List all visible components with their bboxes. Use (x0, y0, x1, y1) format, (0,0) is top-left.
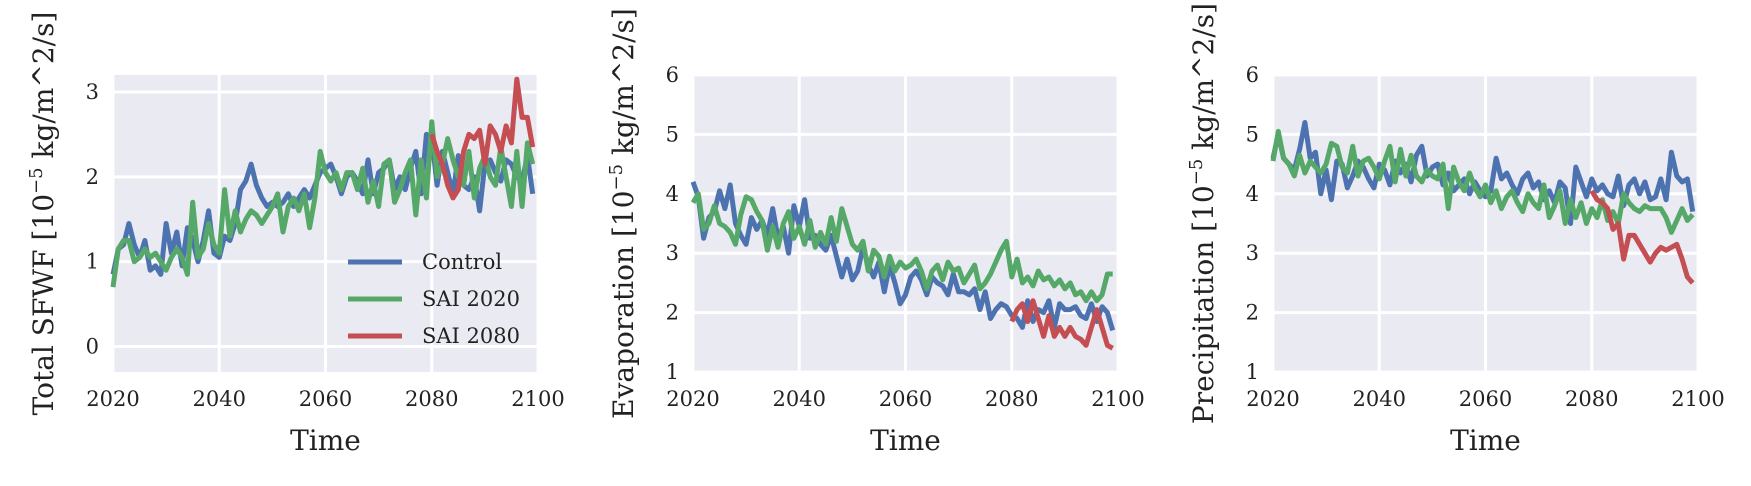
series-line-sai-2020 (110, 119, 536, 288)
series-line-sai-2020 (690, 191, 1113, 304)
legend-label: SAI 2020 (422, 287, 520, 311)
series-line-sai-2080 (429, 76, 536, 201)
y-tick-label: 4 (666, 182, 679, 206)
x-tick-label: 2040 (193, 387, 246, 411)
y-axis-label-suffix: kg/m^2/s] (27, 12, 60, 168)
series-line-sai-2080 (1589, 189, 1695, 285)
chart-panel-1: 2020 2040 2060 2080 2100 0 1 2 3 Time Total SFWF [… (26, 12, 565, 457)
y-axis-label-prefix: Total SFWF [10 (27, 194, 60, 415)
chart-panel-3: 2020 2040 2060 2080 2100 1 2 3 4 5 6 Time Precipitat… (1186, 3, 1725, 457)
series-line-sai-2080 (1009, 298, 1114, 351)
y-tick-label: 3 (666, 241, 679, 265)
legend-label: SAI 2080 (422, 324, 520, 348)
y-axis-label-exponent: −5 (1186, 159, 1207, 186)
y-tick-label: 2 (86, 165, 99, 189)
x-tick-label: 2060 (299, 387, 352, 411)
x-tick-label: 2020 (1246, 387, 1299, 411)
x-axis-label: Time (1450, 424, 1521, 457)
y-tick-label: 1 (86, 250, 99, 274)
y-tick-label: 6 (1246, 63, 1259, 87)
y-axis-label: Precipitation [10−5 kg/m^2/s] (1186, 3, 1220, 424)
y-tick-label: 4 (1246, 182, 1259, 206)
x-tick-label: 2020 (666, 387, 719, 411)
y-axis-label-prefix: Evaporation [10 (607, 190, 640, 418)
y-tick-label: 3 (1246, 241, 1259, 265)
y-tick-label: 0 (86, 335, 99, 359)
x-tick-label: 2100 (1671, 387, 1724, 411)
x-tick-label: 2040 (1353, 387, 1406, 411)
x-tick-label: 2100 (1091, 387, 1144, 411)
y-axis-label-exponent: −5 (26, 167, 47, 194)
x-tick-label: 2080 (1565, 387, 1618, 411)
x-tick-label: 2040 (773, 387, 826, 411)
y-axis-label: Total SFWF [10−5 kg/m^2/s] (26, 12, 60, 416)
y-axis-label-prefix: Precipitation [10 (1187, 185, 1220, 424)
y-tick-label: 5 (666, 122, 679, 146)
legend: Control SAI 2020 SAI 2080 (348, 250, 520, 348)
legend-label: Control (422, 250, 502, 274)
y-axis-label-suffix: kg/m^2/s] (607, 8, 640, 164)
x-tick-label: 2100 (511, 387, 564, 411)
x-tick-label: 2060 (1459, 387, 1512, 411)
y-tick-label: 6 (666, 63, 679, 87)
y-tick-label: 2 (666, 301, 679, 325)
x-axis-label: Time (870, 424, 941, 457)
y-axis-label: Evaporation [10−5 kg/m^2/s] (606, 8, 640, 419)
y-tick-label: 1 (666, 360, 679, 384)
y-axis-label-suffix: kg/m^2/s] (1187, 3, 1220, 159)
y-tick-label: 2 (1246, 301, 1259, 325)
x-tick-label: 2080 (985, 387, 1038, 411)
y-tick-label: 1 (1246, 360, 1259, 384)
x-tick-label: 2020 (86, 387, 139, 411)
x-axis-label: Time (290, 424, 361, 457)
chart-panel-2: 2020 2040 2060 2080 2100 1 2 3 4 5 6 Time Evaporatio… (606, 8, 1145, 457)
x-tick-label: 2080 (405, 387, 458, 411)
y-tick-label: 3 (86, 80, 99, 104)
series-line-sai-2020 (1270, 128, 1695, 235)
x-tick-label: 2060 (879, 387, 932, 411)
y-tick-label: 5 (1246, 122, 1259, 146)
y-axis-label-exponent: −5 (606, 164, 627, 191)
